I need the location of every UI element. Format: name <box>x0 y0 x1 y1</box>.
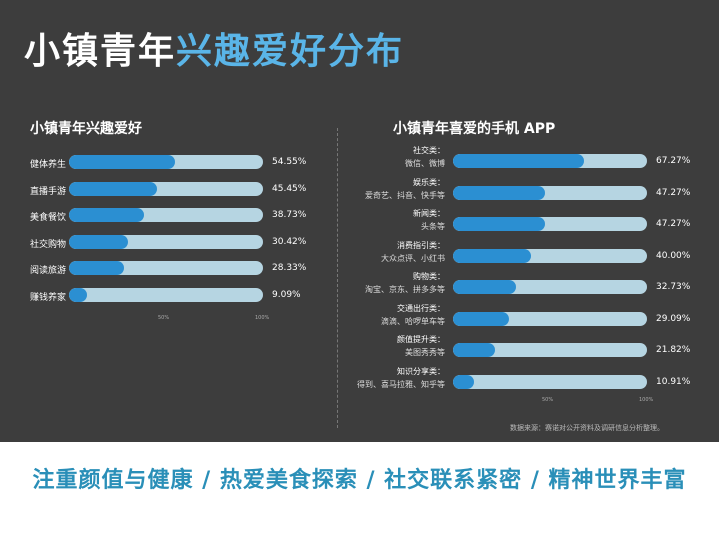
bar <box>453 217 545 231</box>
bar-track <box>69 261 263 275</box>
bar-track <box>453 248 647 263</box>
value-label: 30.42% <box>272 236 307 247</box>
chart-panel: 小镇青年兴趣爱好分布 小镇青年兴趣爱好 小镇青年喜爱的手机 APP 健体养生 54… <box>0 0 719 442</box>
value-label: 47.27% <box>656 219 691 229</box>
tick-label: 100% <box>255 315 270 321</box>
value-label: 47.27% <box>656 187 691 198</box>
bar <box>69 181 158 196</box>
bar <box>453 248 531 263</box>
category-label: 知识分享类： <box>397 366 445 376</box>
category-examples: 头条等 <box>421 222 445 231</box>
page-title: 小镇青年兴趣爱好分布 <box>24 22 404 74</box>
category-examples: 爱奇艺、抖音、快手等 <box>365 190 445 200</box>
page-title-part2: 兴趣爱好分布 <box>176 31 405 72</box>
bar-track <box>69 287 263 302</box>
value-label: 40.00% <box>656 250 691 261</box>
category-examples: 淘宝、京东、拼多多等 <box>365 285 445 294</box>
bar <box>69 155 175 169</box>
bar <box>453 154 584 168</box>
category-label: 交通出行类： <box>397 303 445 313</box>
category-label: 娱乐类： <box>413 177 445 187</box>
category-examples: 得到、喜马拉雅、知乎等 <box>357 379 445 389</box>
category-label: 阅读旅游 <box>30 266 67 276</box>
category-label: 购物类： <box>413 272 445 281</box>
category-label: 颜值提升类： <box>397 335 445 344</box>
category-label: 新闻类： <box>413 209 445 218</box>
category-label: 健体养生 <box>30 160 67 170</box>
bar-track <box>453 280 647 294</box>
divider <box>337 128 338 428</box>
category-label: 直播手游 <box>30 186 67 197</box>
footer-tagline: 注重颜值与健康 / 热爱美食探索 / 社交联系紧密 / 精神世界丰富 <box>32 467 687 493</box>
category-label: 社交类： <box>413 146 445 155</box>
value-label: 28.33% <box>272 263 307 273</box>
bar-track <box>69 155 263 169</box>
bar <box>69 208 145 222</box>
category-label: 社交购物 <box>30 239 67 250</box>
value-label: 38.73% <box>272 210 307 220</box>
bar-track <box>69 208 263 222</box>
bar <box>453 311 510 326</box>
bar-track <box>453 311 647 326</box>
value-label: 10.91% <box>656 376 691 387</box>
bar <box>453 374 475 389</box>
bar-track <box>69 181 263 196</box>
category-label: 赚钱养家 <box>30 292 67 303</box>
source-note: 数据来源：赛诺对公开资料及调研信息分析整理。 <box>510 424 664 432</box>
left-chart-title: 小镇青年兴趣爱好 <box>30 121 142 137</box>
category-examples: 美图秀秀等 <box>405 348 445 357</box>
bar <box>453 280 517 294</box>
bar-track <box>453 185 647 200</box>
value-label: 54.55% <box>272 157 307 167</box>
value-label: 29.09% <box>656 313 691 324</box>
right-chart-title: 小镇青年喜爱的手机 APP <box>393 121 556 137</box>
category-label: 消费指引类： <box>397 240 445 250</box>
category-label: 美食餐饮 <box>30 213 67 223</box>
bar <box>69 261 124 275</box>
category-examples: 大众点评、小红书 <box>381 253 445 263</box>
bar <box>453 343 496 357</box>
bar <box>69 234 128 249</box>
bar-track <box>453 154 647 168</box>
value-label: 9.09% <box>272 289 301 300</box>
value-label: 67.27% <box>656 156 691 166</box>
value-label: 45.45% <box>272 183 307 194</box>
category-examples: 滴滴、哈啰单车等 <box>381 316 445 326</box>
bar <box>453 185 545 200</box>
value-label: 32.73% <box>656 282 691 292</box>
tick-label: 50% <box>158 315 170 321</box>
bar-track <box>453 374 647 389</box>
tick-label: 50% <box>542 397 554 403</box>
bar-track <box>453 217 647 231</box>
bar-track <box>453 343 647 357</box>
page-title-part1: 小镇青年 <box>24 31 177 72</box>
tick-label: 100% <box>639 397 654 403</box>
category-examples: 微信、微博 <box>405 159 445 168</box>
bar <box>69 287 87 302</box>
bar-track <box>69 234 263 249</box>
value-label: 21.82% <box>656 345 691 355</box>
